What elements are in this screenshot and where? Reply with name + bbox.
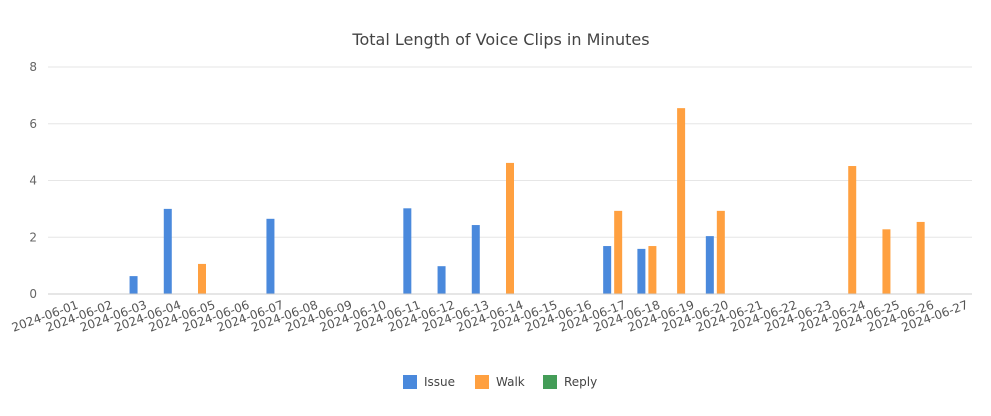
legend[interactable]: Issue Walk Reply xyxy=(403,375,597,389)
bar-walk[interactable] xyxy=(882,229,891,294)
bar-issue[interactable] xyxy=(129,276,138,294)
legend-swatch xyxy=(475,375,489,389)
y-tick-label: 6 xyxy=(29,117,37,131)
bar-walk[interactable] xyxy=(916,221,925,294)
x-axis-ticks: 2024-06-012024-06-022024-06-032024-06-04… xyxy=(10,298,970,335)
bar-walk[interactable] xyxy=(198,263,206,294)
legend-item-walk[interactable]: Walk xyxy=(475,375,525,389)
legend-item-issue[interactable]: Issue xyxy=(403,375,455,389)
bar-walk[interactable] xyxy=(648,246,657,294)
y-axis-ticks: 0 2 4 6 8 xyxy=(29,60,37,301)
y-tick-label: 0 xyxy=(29,287,37,301)
bar-issue[interactable] xyxy=(403,208,412,294)
legend-swatch xyxy=(403,375,417,389)
y-tick-label: 4 xyxy=(29,174,37,188)
bar-issue[interactable] xyxy=(437,266,446,294)
bar-walk[interactable] xyxy=(716,210,725,294)
bar-issue[interactable] xyxy=(266,218,275,294)
y-tick-label: 8 xyxy=(29,60,37,74)
bar-issue[interactable] xyxy=(471,225,480,294)
chart-title: Total Length of Voice Clips in Minutes xyxy=(351,30,649,49)
legend-label: Walk xyxy=(496,375,525,389)
bar-walk[interactable] xyxy=(848,166,857,294)
bar-issue[interactable] xyxy=(163,208,172,295)
bars xyxy=(129,108,925,295)
legend-label: Reply xyxy=(564,375,597,389)
bar-issue[interactable] xyxy=(637,248,646,294)
bar-issue[interactable] xyxy=(603,246,612,294)
bar-issue[interactable] xyxy=(705,236,714,294)
legend-item-reply[interactable]: Reply xyxy=(543,375,597,389)
bar-walk[interactable] xyxy=(506,162,514,294)
bar-walk[interactable] xyxy=(614,210,623,294)
y-tick-label: 2 xyxy=(29,230,37,244)
bar-walk[interactable] xyxy=(677,108,686,294)
legend-label: Issue xyxy=(424,375,455,389)
legend-swatch xyxy=(543,375,557,389)
